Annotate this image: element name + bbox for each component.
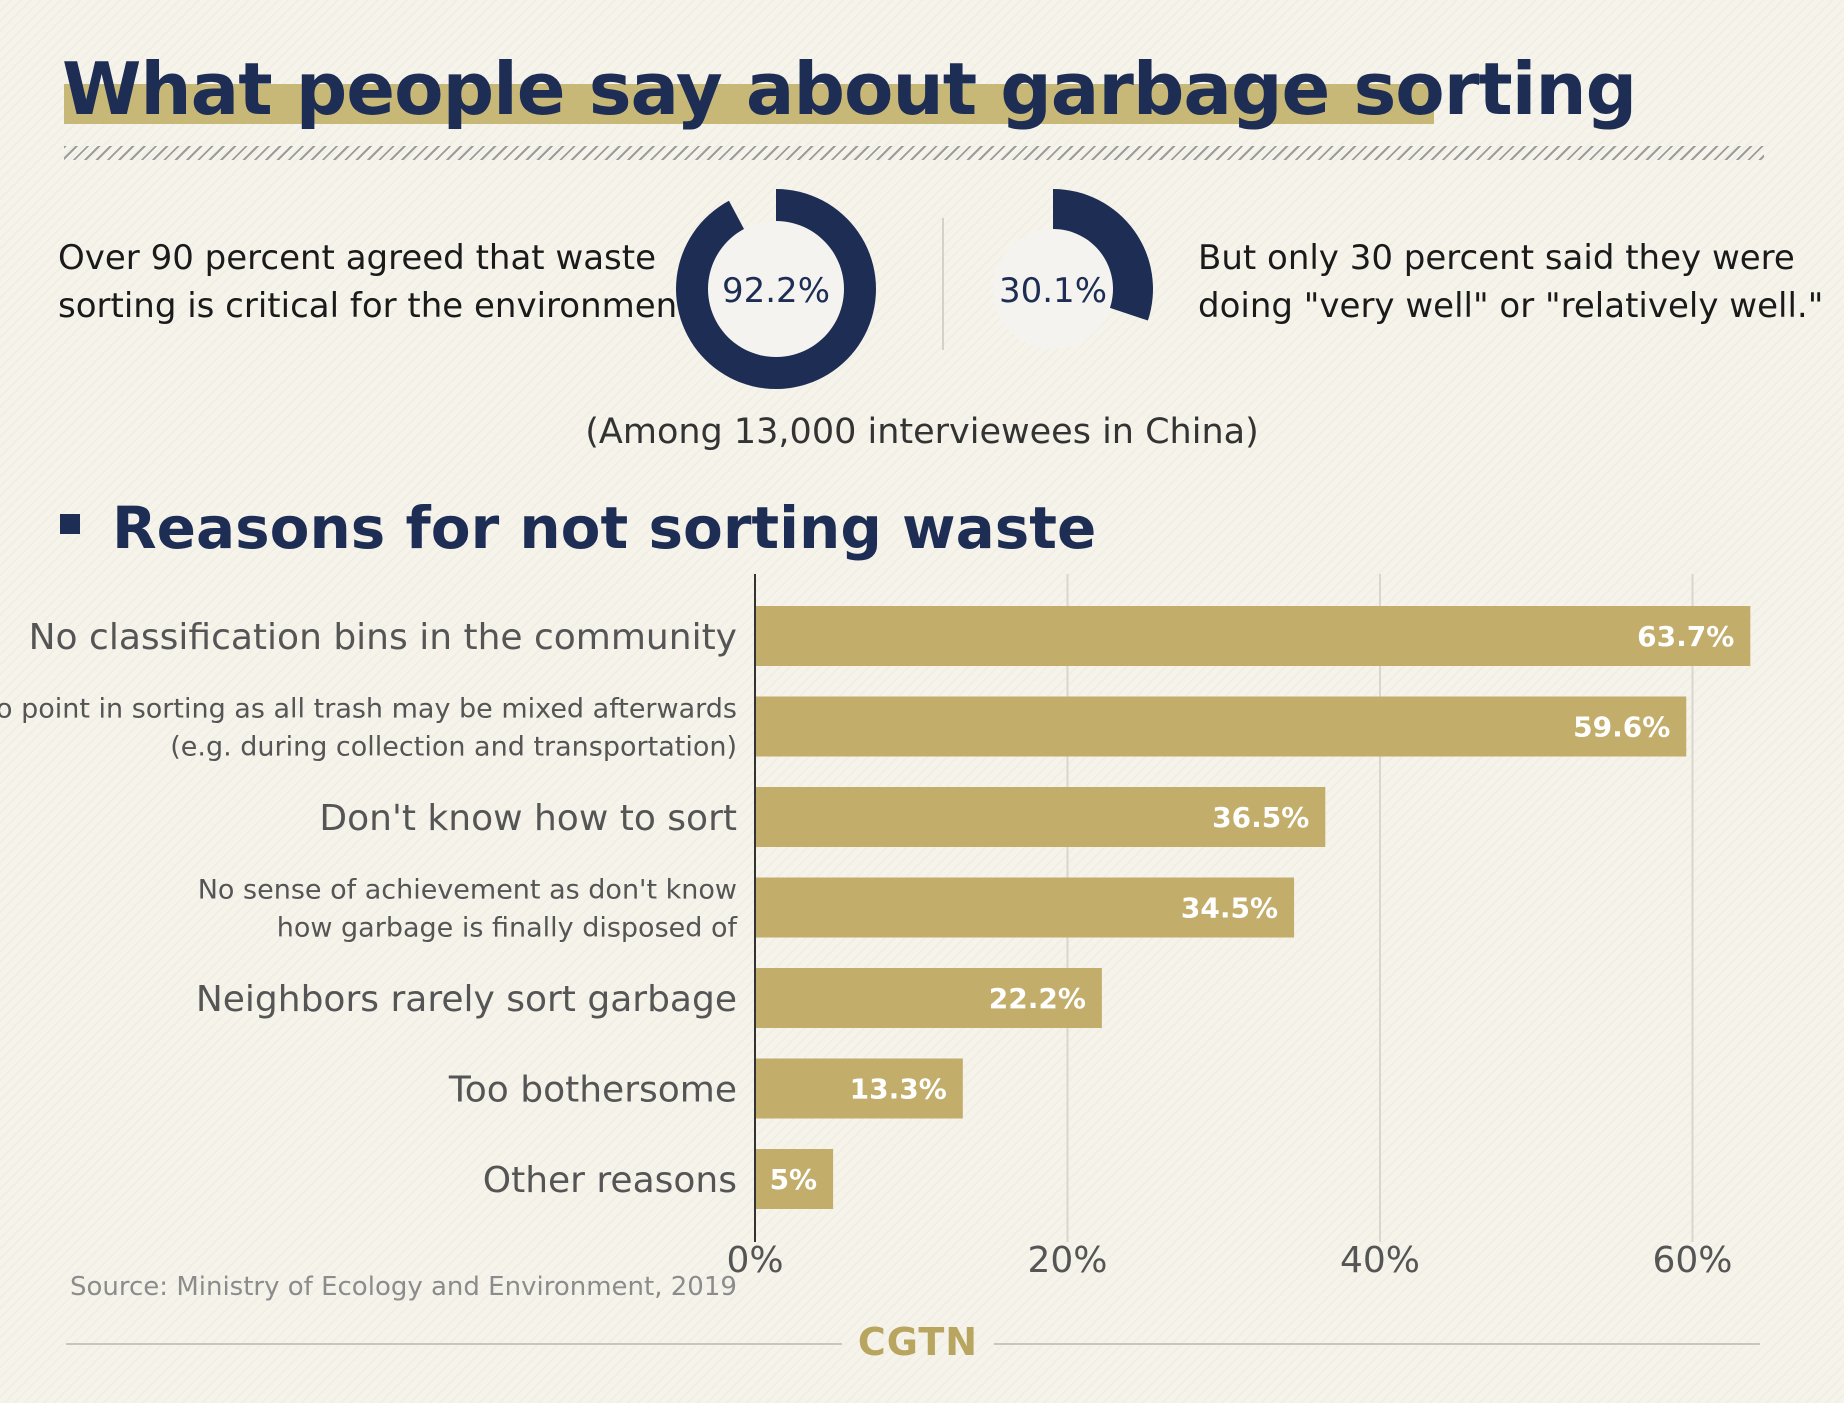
chart-x-tick-labels: 0% 20% 40% 60% [726, 1240, 1732, 1280]
donut-doing-well-center [993, 229, 1113, 349]
x-tick-label: 60% [1652, 1240, 1732, 1280]
donut-charts: 92.2% 30.1% [676, 189, 1153, 389]
footer-line-right [994, 1343, 1760, 1345]
right-stat-line1: But only 30 percent said they were [1198, 238, 1795, 278]
x-tick-label: 0% [726, 1240, 783, 1280]
bar-value-label: 13.3% [850, 1073, 947, 1106]
survey-note: (Among 13,000 interviewees in China) [585, 412, 1259, 452]
category-label: Don't know how to sort [319, 798, 737, 839]
bar-value-label: 59.6% [1573, 711, 1670, 744]
source-note: Source: Ministry of Ecology and Environm… [70, 1272, 737, 1302]
chart-category-labels: No classification bins in the community N… [0, 617, 738, 1201]
bar-value-label: 36.5% [1212, 801, 1309, 834]
x-tick-label: 40% [1340, 1240, 1420, 1280]
footer-line-left [66, 1343, 842, 1345]
section-title: Reasons for not sorting waste [112, 494, 1097, 562]
page-title: What people say about garbage sorting [62, 47, 1637, 131]
stats-divider [942, 218, 944, 350]
category-label: (e.g. during collection and transportati… [170, 732, 737, 763]
donut-agree-arc [676, 189, 876, 389]
bar [755, 1058, 963, 1119]
bar [755, 696, 1687, 757]
section-bullet-icon [60, 514, 80, 534]
category-label: No point in sorting as all trash may be … [0, 694, 737, 725]
category-label: Neighbors rarely sort garbage [196, 979, 737, 1020]
left-stat-line1: Over 90 percent agreed that waste [58, 238, 657, 278]
category-label: Other reasons [483, 1160, 737, 1201]
bar-value-label: 34.5% [1181, 892, 1278, 925]
category-label: Too bothersome [448, 1070, 737, 1111]
bar [755, 606, 1751, 666]
right-stat-text: But only 30 percent said they were doing… [1198, 234, 1823, 330]
bar-value-label: 22.2% [989, 982, 1086, 1015]
bar [755, 877, 1295, 938]
donut-agree: 92.2% [676, 189, 876, 389]
donut-doing-well: 30.1% [993, 189, 1153, 349]
right-stat-line2: doing "very well" or "relatively well." [1198, 286, 1824, 326]
category-label: No sense of achievement as don't know [198, 875, 737, 906]
chart-value-labels: 63.7% 59.6% 36.5% 34.5% 22.2% 13.3% 5% [770, 620, 1735, 1196]
bar-value-label: 5% [770, 1163, 818, 1196]
left-stat-line2: sorting is critical for the environment. [58, 286, 702, 326]
left-stat-text: Over 90 percent agreed that waste sortin… [58, 234, 701, 330]
bar [755, 968, 1102, 1028]
category-label: how garbage is finally disposed of [277, 913, 739, 944]
bar [755, 787, 1326, 847]
chart-bars [755, 606, 1751, 1209]
category-label: No classification bins in the community [29, 617, 737, 658]
brand-logo: CGTN [857, 1320, 979, 1364]
bar-chart: No classification bins in the community N… [0, 574, 1751, 1280]
bar-value-label: 63.7% [1637, 620, 1734, 653]
donut-doing-well-label: 30.1% [999, 271, 1107, 311]
donut-agree-label: 92.2% [722, 271, 830, 311]
bar [755, 1149, 834, 1209]
x-tick-label: 20% [1027, 1240, 1107, 1280]
hatch-divider [64, 146, 1764, 160]
donut-doing-well-arc [1053, 189, 1153, 321]
donut-agree-center [708, 221, 844, 357]
title-highlight [64, 84, 1434, 124]
